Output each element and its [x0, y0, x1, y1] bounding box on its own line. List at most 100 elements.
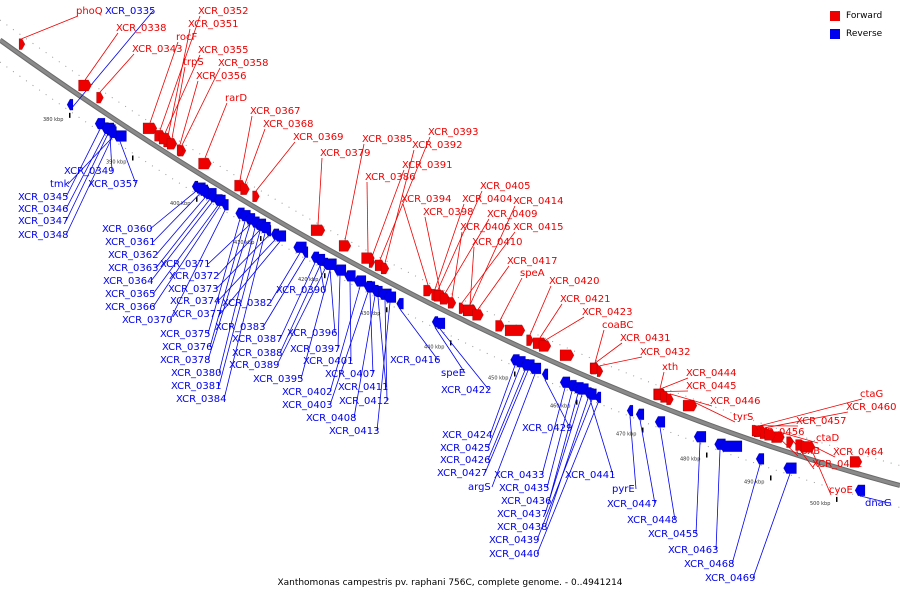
reverse-gene-7	[107, 126, 117, 138]
reverse-gene-label: XCR_0425	[440, 443, 491, 454]
label-leader	[215, 235, 269, 290]
label-leader	[279, 265, 321, 354]
reverse-gene-29	[316, 254, 324, 267]
reverse-gene-label: XCR_0447	[607, 499, 658, 510]
scale-tick-label: 450 kbp	[488, 376, 508, 382]
label-leader	[317, 157, 323, 225]
label-leader	[179, 80, 199, 145]
label-leader	[69, 10, 154, 111]
reverse-gene-54	[528, 362, 542, 375]
label-leader	[65, 133, 109, 222]
label-leader	[207, 224, 251, 361]
reverse-gene-42	[363, 280, 373, 293]
label-leader	[149, 41, 179, 123]
reverse-gene-label: XCR_0388	[232, 348, 283, 359]
label-leader	[279, 262, 316, 340]
forward-gene-5	[142, 122, 158, 135]
reverse-gene-label: XCR_0436	[501, 496, 552, 507]
forward-gene-label: XCR_0404	[462, 194, 513, 205]
scale-tick-mark	[836, 496, 838, 502]
reverse-gene-45	[371, 284, 379, 297]
label-leader	[434, 203, 465, 290]
label-leader	[371, 169, 405, 257]
reverse-gene-66	[755, 453, 765, 465]
forward-gene-49	[786, 436, 794, 448]
reverse-gene-label: XCR_0422	[441, 385, 492, 396]
forward-gene-label: XCR_0446	[710, 396, 761, 407]
reverse-gene-label: XCR_0424	[442, 430, 493, 441]
forward-gene-label: XCR_0352	[198, 6, 249, 17]
reverse-gene-label: XCR_0384	[176, 394, 227, 405]
reverse-gene-label: XCR_0390	[276, 285, 327, 296]
reverse-gene-label: XCR_0426	[440, 455, 491, 466]
reverse-gene-label: XCR_0349	[64, 166, 115, 177]
reverse-gene-label: XCR_0362	[108, 250, 159, 261]
reverse-gene-label: XCR_0376	[162, 342, 213, 353]
reverse-gene-62	[693, 431, 707, 443]
label-leader	[377, 297, 387, 388]
scale-tick-label: 440 kbp	[424, 344, 444, 350]
forward-gene-label: XCR_0385	[362, 134, 413, 145]
label-leader	[204, 102, 228, 159]
label-leader	[181, 67, 221, 146]
reverse-gene-label: XCR_0408	[306, 413, 357, 424]
reverse-gene-label: XCR_0357	[88, 179, 139, 190]
scale-tick-mark	[69, 112, 71, 118]
label-leader	[218, 230, 261, 387]
reverse-gene-label: XCR_0413	[329, 426, 380, 437]
legend-forward: Forward	[830, 8, 892, 24]
forward-gene-label: coxB	[796, 446, 820, 457]
forward-gene-4	[96, 91, 104, 104]
reverse-gene-label: XCR_0372	[169, 271, 220, 282]
forward-gene-label: XCR_0421	[560, 294, 611, 305]
forward-gene-label: XCR_0410	[472, 237, 523, 248]
label-leader	[262, 257, 306, 328]
label-leader	[159, 15, 201, 131]
label-leader	[119, 141, 137, 185]
label-leader	[379, 136, 431, 260]
reverse-gene-24	[301, 246, 309, 258]
label-leader	[216, 229, 261, 277]
forward-gene-label: XCR_0369	[293, 132, 344, 143]
forward-gene-label: XCR_0423	[582, 307, 633, 318]
forward-gene-label: ctaG	[860, 389, 883, 400]
label-leader	[589, 399, 614, 476]
label-leader	[155, 198, 211, 269]
label-leader	[544, 316, 585, 341]
forward-gene-label: XCR_0445	[686, 381, 737, 392]
label-leader	[629, 416, 637, 490]
label-leader	[541, 387, 566, 476]
forward-gene-label: coaBC	[602, 320, 633, 331]
reverse-gene-block-4	[197, 184, 209, 197]
legend-reverse: Reverse	[830, 26, 892, 42]
label-leader	[759, 398, 863, 427]
label-leader	[353, 295, 376, 419]
label-leader	[546, 390, 573, 489]
reverse-gene-64	[594, 391, 602, 404]
forward-gene-14	[310, 224, 326, 236]
label-leader	[491, 373, 536, 488]
forward-gene-33	[538, 340, 552, 352]
forward-gene-label: XCR_0432	[640, 347, 691, 358]
label-leader	[424, 216, 441, 291]
reverse-gene-label: XCR_0387	[232, 334, 283, 345]
legend-forward-label: Forward	[846, 11, 883, 21]
label-leader	[329, 286, 361, 393]
reverse-gene-label: XCR_0401	[303, 356, 354, 367]
forward-gene-label: XCR_0343	[132, 44, 183, 55]
scale-tick-mark	[386, 307, 388, 313]
scale-tick-label: 490 kbp	[744, 479, 764, 485]
reverse-gene-label: XCR_0439	[489, 535, 540, 546]
label-leader	[155, 197, 206, 256]
forward-gene-31	[526, 334, 534, 347]
forward-gene-label: XCR_0356	[196, 71, 247, 82]
scale-tick-label: 380 kbp	[43, 117, 63, 123]
reverse-gene-label: XCR_0448	[627, 515, 678, 526]
label-leader	[469, 205, 516, 305]
label-leader	[223, 232, 266, 400]
label-leader	[689, 399, 736, 423]
label-leader	[399, 308, 439, 361]
scale-tick-mark	[706, 452, 708, 458]
forward-gene-label: xth	[662, 362, 678, 373]
